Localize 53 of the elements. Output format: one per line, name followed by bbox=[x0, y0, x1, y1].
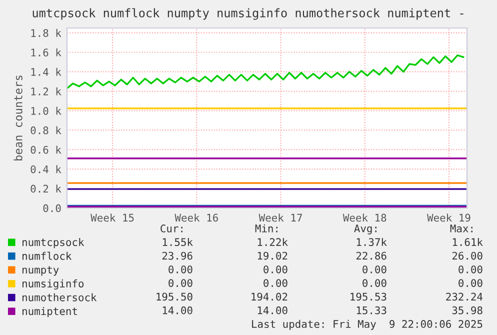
text: Min: bbox=[255, 224, 278, 232]
text: Last update: Fri May 9 22:00:06 2025 bbox=[252, 320, 482, 330]
text: 0.00 bbox=[264, 279, 288, 287]
text: Max: bbox=[450, 224, 472, 232]
legend-label: numiptent bbox=[22, 307, 77, 318]
text: 0.00 bbox=[168, 279, 192, 287]
legend-label: numpty bbox=[22, 266, 59, 276]
text: 0.00 bbox=[458, 265, 482, 274]
legend-label: numflock bbox=[22, 252, 72, 260]
y-tick-label: 0.2 k bbox=[30, 184, 62, 193]
text: 15.33 bbox=[356, 306, 386, 314]
text: 23.96 bbox=[162, 252, 192, 260]
line-series bbox=[67, 54, 464, 90]
legend-label: numothersock bbox=[22, 293, 97, 302]
y-tick-label: 1.0 k bbox=[31, 106, 62, 115]
text: 26.00 bbox=[452, 252, 482, 260]
text: 14.00 bbox=[258, 306, 288, 314]
y-tick-label: 1.2 k bbox=[31, 87, 62, 96]
text: 232.24 bbox=[446, 292, 483, 301]
y-tick-label: 1.8 k bbox=[31, 28, 62, 37]
text: 35.98 bbox=[452, 306, 482, 314]
y-tick-label: 0.4 k bbox=[30, 165, 62, 174]
x-tick-label: Week 17 bbox=[258, 214, 302, 222]
text: 1.37k bbox=[356, 238, 387, 246]
text: 0.00 bbox=[458, 279, 482, 287]
text: 0.00 bbox=[264, 265, 288, 274]
x-tick-label: Week 15 bbox=[90, 214, 134, 222]
text: 19.02 bbox=[258, 252, 288, 260]
y-tick-label: 1.4 k bbox=[31, 68, 62, 76]
text: Cur: bbox=[160, 224, 182, 232]
text: 14.00 bbox=[162, 306, 192, 314]
legend-label: numtcpsock bbox=[22, 238, 84, 248]
y-tick-label: 0.8 k bbox=[30, 126, 62, 134]
text: 195.53 bbox=[350, 292, 386, 301]
x-tick-label: Week 18 bbox=[342, 214, 386, 222]
y-axis-title: bean counters bbox=[14, 76, 22, 160]
text: 194.02 bbox=[252, 292, 288, 301]
y-tick-label: 0.0 bbox=[43, 204, 61, 212]
y-tick-label: 0.6 k bbox=[30, 146, 62, 154]
text: 1.61k bbox=[452, 238, 483, 246]
chart-title: umtcpsock numflock numpty numsiginfo numothersock numiptent - bbox=[32, 8, 464, 20]
text: 22.86 bbox=[356, 252, 386, 260]
text: 195.50 bbox=[156, 292, 192, 301]
text: 0.00 bbox=[362, 265, 386, 274]
y-tick-label: 1.6 k bbox=[31, 48, 62, 56]
text: 0.00 bbox=[362, 279, 386, 287]
legend-label: numsiginfo bbox=[22, 279, 84, 290]
x-tick-label: Week 19 bbox=[427, 214, 470, 222]
x-tick-label: Week 16 bbox=[174, 214, 218, 222]
text: Avg: bbox=[354, 224, 376, 234]
text: 1.22k bbox=[258, 238, 288, 246]
text: 0.00 bbox=[168, 265, 192, 274]
text: 1.55k bbox=[162, 238, 193, 246]
